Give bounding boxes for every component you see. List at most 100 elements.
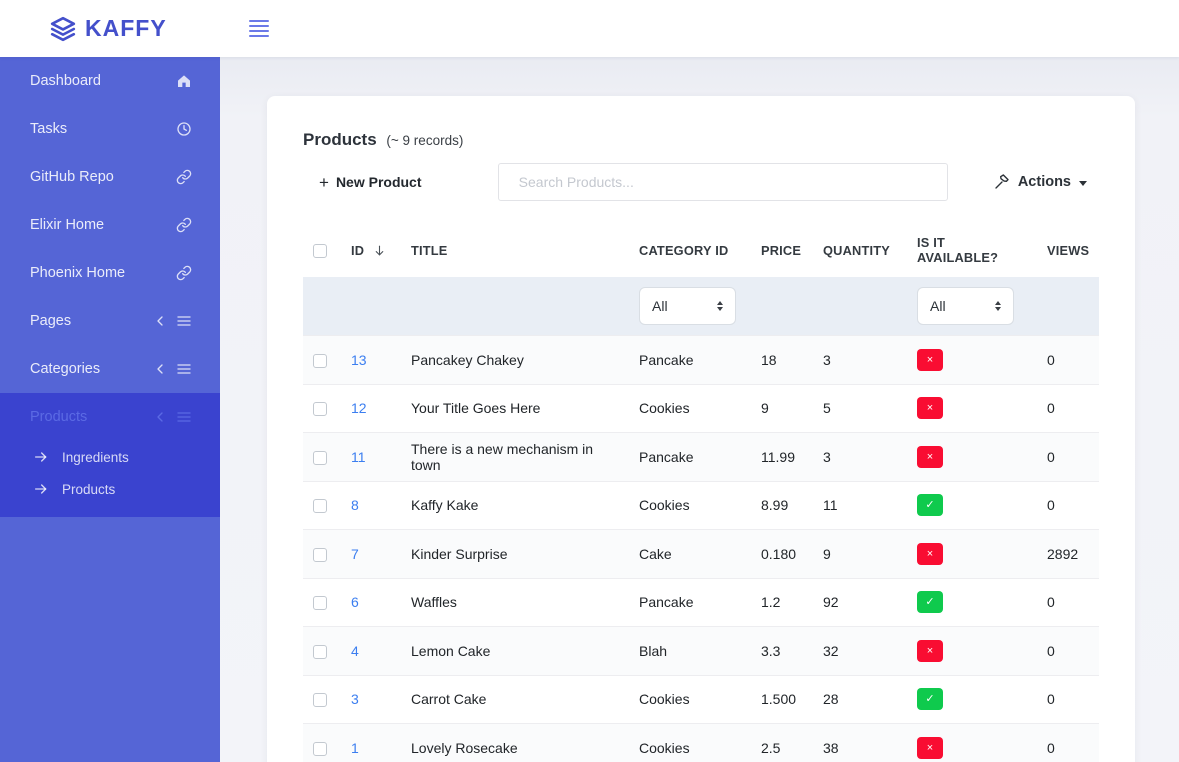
row-views: 0	[1037, 577, 1099, 627]
row-quantity: 32	[813, 626, 907, 675]
sidebar-item-icons	[176, 121, 192, 137]
sidebar-item-elixir-home[interactable]: Elixir Home	[0, 201, 220, 249]
sidebar-item-tasks[interactable]: Tasks	[0, 105, 220, 153]
sidebar-group-categories: Categories	[0, 345, 220, 393]
row-quantity: 9	[813, 529, 907, 578]
sidebar-item-categories[interactable]: Categories	[0, 345, 220, 393]
header-price[interactable]: PRICE	[761, 242, 802, 258]
sidebar-item-pages[interactable]: Pages	[0, 297, 220, 345]
row-id-link[interactable]: 11	[351, 448, 366, 465]
row-quantity: 11	[813, 480, 907, 530]
sidebar-item-label: Phoenix Home	[30, 265, 126, 281]
sidebar-item-dashboard[interactable]: Dashboard	[0, 57, 220, 105]
row-checkbox[interactable]	[313, 644, 327, 659]
products-card: Products (~ 9 records) + New Product Act…	[267, 96, 1135, 762]
sidebar-item-label: GitHub Repo	[30, 169, 114, 185]
caret-down-icon	[1079, 180, 1087, 186]
table-row: 12 Your Title Goes Here Cookies 9 5 × 0	[303, 383, 1099, 433]
header-title[interactable]: TITLE	[411, 242, 448, 258]
sidebar-item-icons	[176, 169, 192, 185]
sidebar-toggle-icon[interactable]	[245, 16, 273, 41]
actions-dropdown-button[interactable]: Actions	[994, 174, 1087, 190]
new-product-label: New Product	[335, 174, 422, 190]
row-id-link[interactable]: 7	[351, 545, 359, 562]
row-quantity: 5	[813, 383, 907, 433]
row-quantity: 3	[813, 335, 907, 384]
row-views: 0	[1037, 674, 1099, 724]
main-content: Products (~ 9 records) + New Product Act…	[220, 57, 1179, 762]
row-checkbox[interactable]	[313, 693, 327, 708]
row-checkbox[interactable]	[313, 450, 327, 465]
row-checkbox[interactable]	[313, 402, 327, 417]
row-checkbox[interactable]	[313, 547, 327, 562]
row-quantity: 3	[813, 432, 907, 481]
hammer-icon	[995, 174, 1009, 189]
table-row: 13 Pancakey Chakey Pancake 18 3 × 0	[303, 335, 1099, 384]
header-views[interactable]: VIEWS	[1047, 242, 1090, 258]
sidebar-item-icons	[176, 217, 192, 233]
row-views: 0	[1037, 432, 1099, 481]
header-id[interactable]: ID	[351, 242, 365, 258]
row-id-link[interactable]: 8	[351, 497, 359, 514]
row-id-link[interactable]: 3	[351, 691, 359, 708]
row-id-link[interactable]: 1	[351, 740, 359, 756]
row-price: 1.500	[751, 674, 813, 724]
sidebar-subitem-ingredients[interactable]: Ingredients	[0, 441, 220, 473]
select-arrows-icon	[717, 301, 723, 311]
sidebar-subitem-label: Ingredients	[62, 449, 129, 465]
row-title: Pancakey Chakey	[401, 335, 629, 384]
chevron-left-icon	[157, 412, 163, 422]
header-category-id[interactable]: CATEGORY ID	[639, 242, 729, 258]
row-checkbox[interactable]	[313, 353, 327, 368]
sidebar-subitem-label: Products	[62, 481, 116, 497]
row-category: Cake	[629, 529, 751, 578]
sidebar-subitem-products[interactable]: Products	[0, 473, 220, 505]
available-no-badge: ×	[917, 542, 943, 565]
search-input[interactable]	[497, 163, 948, 201]
products-table: ID TITLE CATEGORY ID PRICE QUANTITY IS I…	[303, 225, 1099, 762]
available-filter-select[interactable]: All	[917, 287, 1014, 325]
row-id-link[interactable]: 13	[351, 351, 367, 368]
brand-logo[interactable]: KAFFY	[0, 15, 220, 42]
clock-icon	[177, 122, 191, 136]
menu-icon	[177, 412, 191, 422]
header-quantity[interactable]: QUANTITY	[823, 242, 891, 258]
row-title: Carrot Cake	[401, 674, 629, 724]
row-id-link[interactable]: 4	[351, 642, 359, 659]
sidebar-item-icons	[152, 409, 192, 425]
sidebar-group-phoenix-home: Phoenix Home	[0, 249, 220, 297]
category-filter-select[interactable]: All	[639, 287, 736, 325]
table-header-row: ID TITLE CATEGORY ID PRICE QUANTITY IS I…	[303, 225, 1099, 277]
available-no-badge: ×	[917, 445, 943, 468]
row-category: Blah	[629, 626, 751, 675]
row-quantity: 28	[813, 674, 907, 724]
sidebar-item-products[interactable]: Products	[0, 393, 220, 441]
select-all-checkbox[interactable]	[313, 243, 327, 258]
row-title: Kinder Surprise	[401, 529, 629, 578]
table-row: 11 There is a new mechanism in town Panc…	[303, 432, 1099, 481]
row-id-link[interactable]: 6	[351, 594, 359, 611]
sidebar-nav: Dashboard Tasks GitHub Repo Elixir Home Phoe…	[0, 57, 220, 517]
header-is-it-available[interactable]: IS IT AVAILABLE?	[917, 235, 999, 265]
table-row: 8 Kaffy Kake Cookies 8.99 11 ✓ 0	[303, 480, 1099, 530]
sort-descending-icon[interactable]	[373, 244, 386, 257]
row-category: Cookies	[629, 723, 751, 762]
available-no-badge: ×	[917, 397, 943, 420]
row-title: There is a new mechanism in town	[401, 432, 629, 481]
sidebar-item-phoenix-home[interactable]: Phoenix Home	[0, 249, 220, 297]
records-count: (~ 9 records)	[386, 133, 464, 148]
sidebar-group-dashboard: Dashboard	[0, 57, 220, 105]
sidebar-item-icons	[176, 265, 192, 281]
chevron-left-icon	[157, 364, 163, 374]
row-id-link[interactable]: 12	[351, 400, 367, 417]
sidebar-group-tasks: Tasks	[0, 105, 220, 153]
new-product-button[interactable]: + New Product	[319, 174, 422, 191]
sidebar-item-github-repo[interactable]: GitHub Repo	[0, 153, 220, 201]
row-checkbox[interactable]	[313, 596, 327, 611]
row-checkbox[interactable]	[313, 499, 327, 514]
table-row: 1 Lovely Rosecake Cookies 2.5 38 × 0	[303, 723, 1099, 762]
select-arrows-icon	[995, 301, 1001, 311]
row-checkbox[interactable]	[313, 742, 327, 757]
table-row: 6 Waffles Pancake 1.2 92 ✓ 0	[303, 577, 1099, 627]
available-no-badge: ×	[917, 348, 943, 371]
